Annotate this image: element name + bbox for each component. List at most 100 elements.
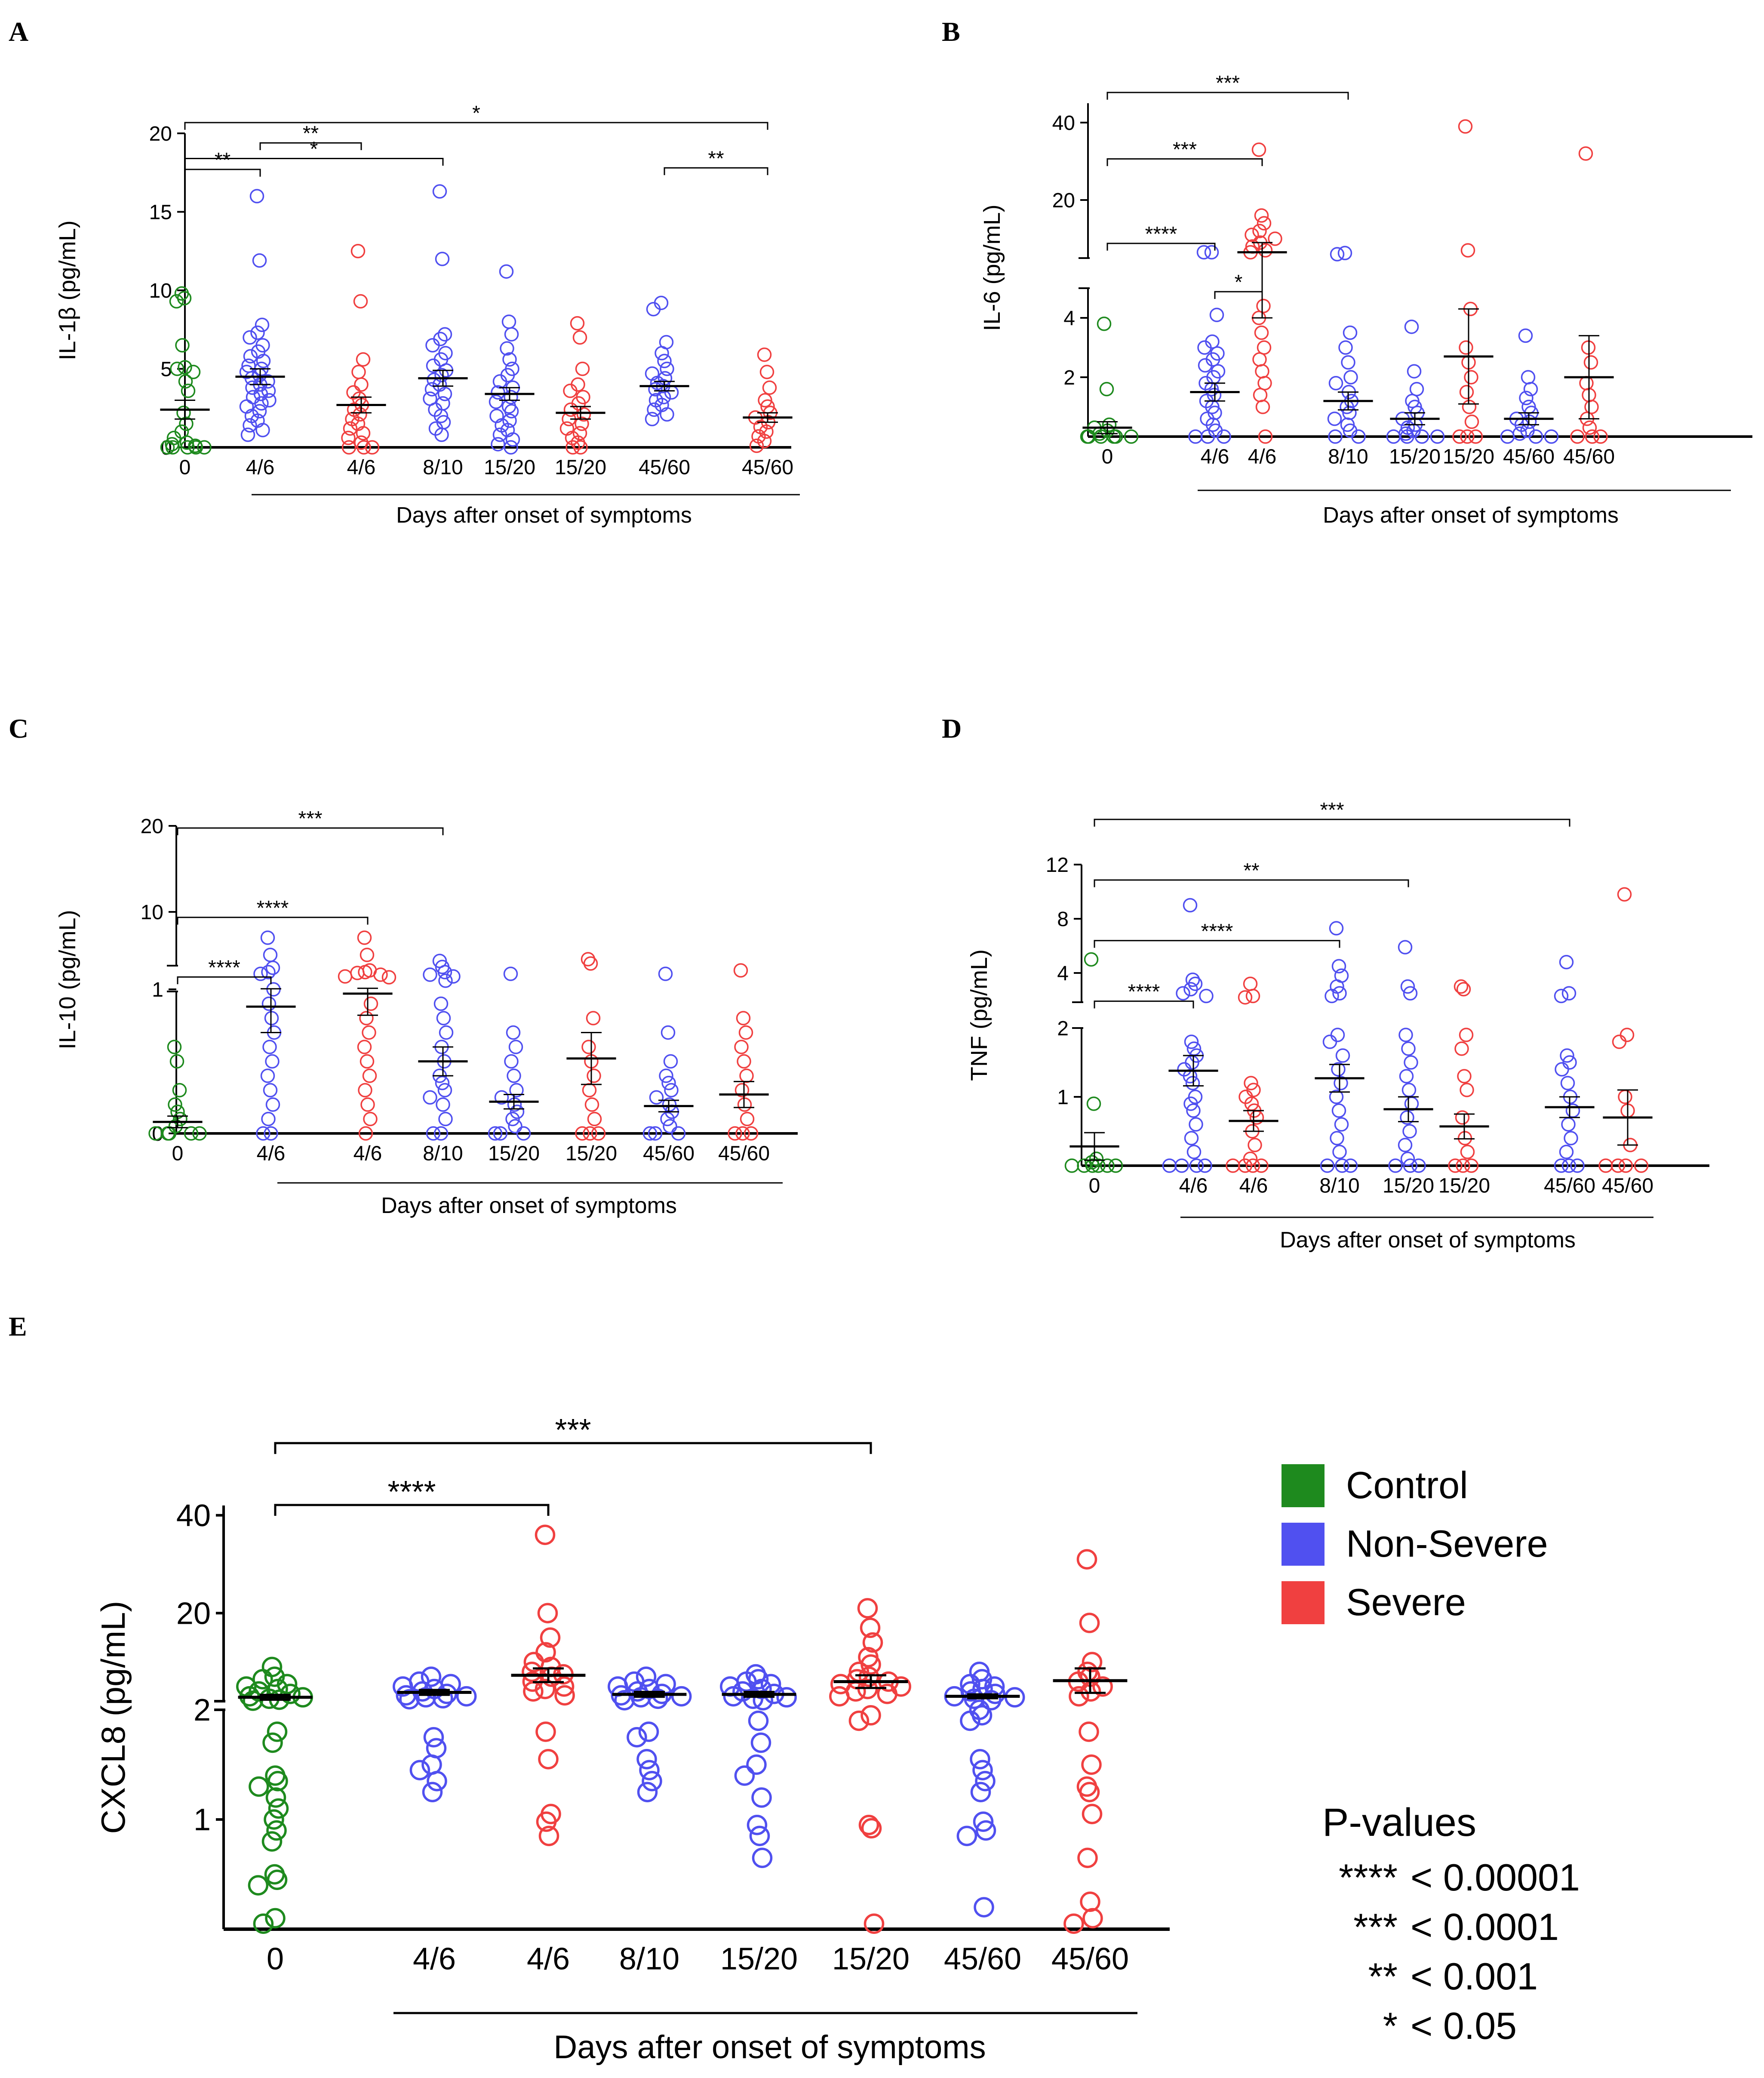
data-point <box>357 930 372 945</box>
data-point <box>1183 1096 1198 1111</box>
data-point <box>365 440 380 455</box>
data-point <box>762 380 777 395</box>
data-point <box>746 1754 767 1775</box>
data-point <box>659 1068 673 1083</box>
data-point <box>734 1083 750 1098</box>
data-point <box>167 1040 182 1054</box>
x-axis-title: Days after onset of symptoms <box>396 503 692 528</box>
data-point <box>508 1040 523 1054</box>
data-point <box>489 394 504 409</box>
pvalue-text-4: < 0.05 <box>1411 2004 1517 2047</box>
significance-bracket <box>1094 819 1570 827</box>
data-point <box>1176 986 1190 1001</box>
data-point <box>565 440 580 455</box>
data-point <box>165 440 180 455</box>
data-point <box>1583 355 1598 370</box>
x-tick-label: 15/20 <box>484 456 535 479</box>
data-point <box>1401 1041 1416 1056</box>
data-point <box>1081 1754 1102 1775</box>
panel-letter: E <box>9 1311 27 1342</box>
data-point <box>1582 420 1597 435</box>
data-point <box>970 1749 990 1770</box>
data-point <box>262 393 277 408</box>
data-point <box>506 1025 521 1040</box>
legend-label-control: Control <box>1346 1464 1468 1506</box>
significance-label: * <box>310 138 318 160</box>
data-point <box>1331 1062 1346 1077</box>
data-point <box>260 930 275 945</box>
data-point <box>175 338 190 353</box>
x-tick-label: 15/20 <box>832 1942 910 1976</box>
data-point <box>358 1083 372 1098</box>
data-point <box>1335 1048 1350 1063</box>
data-point <box>422 1782 443 1802</box>
data-point <box>864 1913 885 1934</box>
significance-bracket <box>664 167 768 175</box>
data-point <box>173 1111 187 1127</box>
data-point <box>1455 1110 1470 1125</box>
data-point <box>432 184 447 199</box>
data-point <box>648 1126 663 1141</box>
data-point <box>1554 1158 1569 1173</box>
data-point <box>1063 1913 1084 1934</box>
data-point <box>757 434 772 449</box>
x-tick-label: 0 <box>267 1942 284 1976</box>
data-point <box>262 1732 283 1753</box>
significance-label: ** <box>303 122 319 145</box>
x-tick-label: 15/20 <box>488 1142 540 1165</box>
data-point <box>1458 119 1473 134</box>
data-point <box>356 352 371 367</box>
data-point <box>584 1097 599 1112</box>
data-point <box>261 996 277 1011</box>
data-point <box>1519 391 1534 406</box>
data-point <box>1512 426 1527 441</box>
x-tick-label: 8/10 <box>619 1942 679 1976</box>
data-point <box>563 383 578 398</box>
data-point <box>433 1126 449 1141</box>
data-point <box>424 382 439 397</box>
pvalue-key: P-values **** < 0.00001 *** < 0.0001 ** … <box>1322 1801 1580 2047</box>
x-tick-label: 45/60 <box>639 456 690 479</box>
data-point <box>252 253 267 268</box>
data-point <box>421 1666 442 1687</box>
data-point <box>396 1685 417 1706</box>
data-point <box>172 1083 187 1098</box>
data-point <box>1620 1028 1635 1042</box>
data-point <box>160 440 175 455</box>
data-point <box>358 965 372 979</box>
significance-bracket <box>1094 879 1409 887</box>
y-tick-label: 15 <box>149 201 172 224</box>
data-point <box>179 435 194 450</box>
y-tick-label: 12 <box>1046 854 1069 877</box>
data-point <box>1407 364 1422 379</box>
data-point <box>1454 979 1469 994</box>
data-point <box>363 996 378 1011</box>
data-point <box>504 440 518 455</box>
data-point <box>1186 1145 1202 1159</box>
data-point <box>360 948 375 962</box>
data-point <box>197 440 212 455</box>
data-point <box>1399 1069 1414 1084</box>
data-point <box>1079 1613 1100 1633</box>
data-point <box>1084 952 1099 967</box>
data-point <box>1254 1158 1269 1173</box>
data-point <box>434 428 449 442</box>
data-point <box>1579 376 1594 391</box>
x-tick-label: 45/60 <box>643 1142 695 1165</box>
data-point <box>1197 340 1212 355</box>
data-point <box>970 1782 991 1802</box>
significance-label: **** <box>387 1475 436 1509</box>
data-point <box>437 965 452 979</box>
x-tick-label: 0 <box>1089 1174 1100 1197</box>
data-point <box>540 1627 561 1648</box>
y-tick-label: 8 <box>1057 908 1069 931</box>
panel-letter: D <box>942 713 962 744</box>
x-tick-label: 4/6 <box>1179 1174 1208 1197</box>
x-tick-label: 4/6 <box>1239 1174 1268 1197</box>
data-point <box>735 1126 750 1141</box>
data-point <box>1523 382 1538 397</box>
y-tick-label: 40 <box>176 1499 211 1533</box>
data-point <box>360 1097 375 1112</box>
data-point <box>646 302 661 317</box>
data-point <box>660 361 674 376</box>
